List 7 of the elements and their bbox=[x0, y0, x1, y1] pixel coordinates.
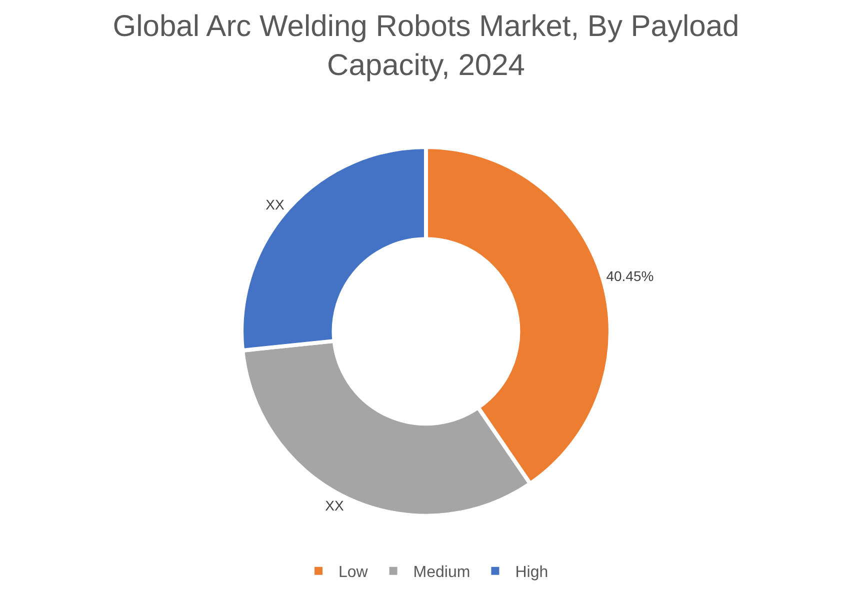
data-label: 40.45% bbox=[606, 268, 654, 284]
legend-label: High bbox=[515, 564, 548, 582]
data-label: XX bbox=[266, 196, 285, 212]
legend-label: Low bbox=[338, 564, 368, 582]
chart-title: Global Arc Welding Robots Market, By Payload Capacity, 2024 bbox=[112, 10, 740, 82]
data-label: XX bbox=[325, 497, 345, 514]
legend-label: Medium bbox=[413, 564, 470, 582]
